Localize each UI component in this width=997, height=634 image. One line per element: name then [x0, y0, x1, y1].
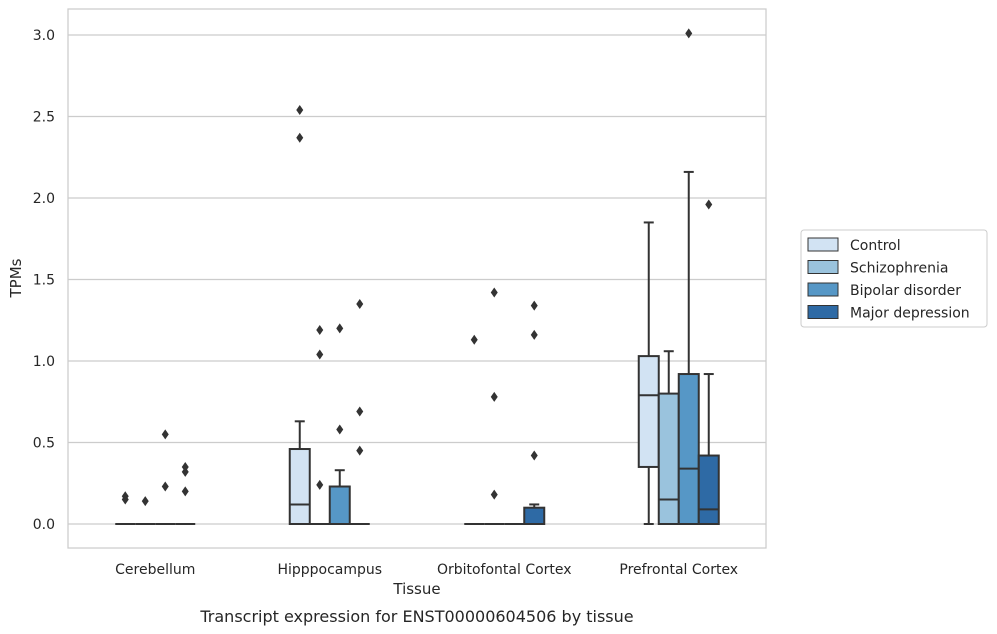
outlier-point [316, 349, 324, 360]
box-iqr [657, 392, 680, 525]
x-tick-label: Cerebellum [115, 562, 195, 578]
y-tick-label: 1.5 [33, 273, 55, 289]
y-tick-label: 1.0 [33, 354, 55, 370]
outlier-point [530, 450, 538, 461]
outlier-point [161, 429, 169, 440]
box-schizophrenia [135, 496, 156, 525]
box-iqr [288, 448, 311, 525]
outlier-point [181, 486, 189, 497]
outlier-point [705, 199, 713, 210]
outlier-point [181, 461, 189, 472]
legend-swatch [807, 282, 839, 297]
box-bipolar-disorder [328, 323, 351, 526]
box-major-depression [523, 300, 546, 526]
outlier-point [356, 406, 364, 417]
y-tick-label: 2.0 [33, 191, 55, 207]
chart-caption: Transcript expression for ENST0000060450… [199, 607, 633, 626]
outlier-point [490, 391, 498, 402]
box-bipolar-disorder [155, 429, 176, 525]
box-control [464, 334, 485, 525]
legend-label: Bipolar disorder [850, 283, 961, 299]
box-major-depression [175, 461, 196, 525]
box-iqr [637, 355, 660, 468]
y-tick-label: 0.0 [33, 517, 55, 533]
box-iqr [328, 485, 351, 526]
x-axis: Cerebellum Hipppocampus Orbitofontal Corte… [115, 562, 738, 578]
outlier-point [685, 28, 693, 39]
box-iqr [523, 506, 546, 526]
outlier-point [296, 104, 304, 115]
box-iqr [677, 373, 700, 526]
legend-label: Major depression [850, 306, 970, 322]
outlier-point [530, 300, 538, 311]
box-major-depression [349, 298, 370, 525]
box-iqr [697, 454, 720, 526]
box-major-depression [697, 199, 720, 526]
box-control [115, 491, 136, 525]
legend-swatch [807, 237, 839, 252]
outlier-point [161, 481, 169, 492]
outlier-point [490, 489, 498, 500]
outlier-point [121, 491, 129, 502]
outlier-point [316, 479, 324, 490]
outlier-point [141, 496, 149, 507]
legend-label: Control [850, 238, 901, 254]
x-tick-label: Orbitofontal Cortex [437, 562, 572, 578]
legend-frame [800, 229, 988, 328]
outlier-point [490, 287, 498, 298]
box-control [637, 221, 660, 525]
y-tick-label: 3.0 [33, 28, 55, 44]
outlier-point [356, 298, 364, 309]
box-schizophrenia [484, 287, 505, 525]
outlier-point [356, 445, 364, 456]
outlier-point [530, 329, 538, 340]
box-bipolar-disorder [677, 28, 700, 526]
y-axis: 0.0 0.5 1.0 1.5 2.0 2.5 3.0 [33, 28, 55, 533]
legend: Control Schizophrenia Bipolar disorder Majo… [800, 229, 988, 328]
outlier-point [336, 323, 344, 334]
y-tick-label: 0.5 [33, 436, 55, 452]
x-tick-label: Prefrontal Cortex [619, 562, 738, 578]
y-tick-label: 2.5 [33, 110, 55, 126]
legend-swatch [807, 260, 839, 274]
box-groups [115, 28, 720, 526]
x-tick-label: Hipppocampus [277, 562, 382, 578]
box-schizophrenia [309, 325, 330, 525]
outlier-point [316, 325, 324, 336]
y-axis-title: TPMs [7, 258, 25, 298]
outlier-point [296, 132, 304, 143]
x-axis-title: Tissue [392, 580, 440, 598]
box-control [288, 104, 311, 525]
legend-swatch [807, 305, 839, 319]
legend-label: Schizophrenia [850, 261, 948, 277]
outlier-point [336, 424, 344, 435]
outlier-point [470, 334, 478, 345]
